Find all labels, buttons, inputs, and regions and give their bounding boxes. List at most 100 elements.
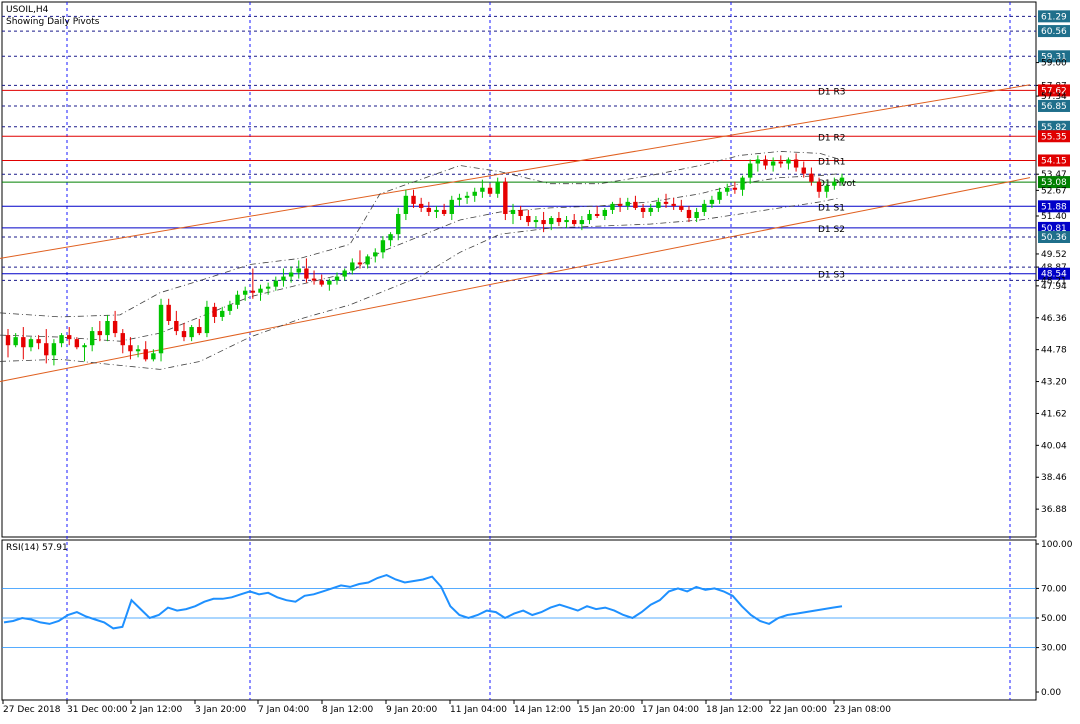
- candle-body-17: [135, 349, 141, 352]
- pivot-label-3: D1 Pivot: [818, 179, 856, 189]
- candle-body-75: [579, 220, 585, 225]
- candle-body-53: [411, 195, 416, 204]
- candle-body-31: [242, 290, 248, 295]
- price-tick-10: 54.15: [1038, 154, 1070, 167]
- candle-body-84: [648, 207, 653, 212]
- candle-body-19: [151, 353, 156, 360]
- candle-body-44: [342, 270, 347, 277]
- price-tick-label-10: 54.15: [1041, 156, 1067, 166]
- candle-body-28: [220, 310, 225, 317]
- price-tick-label-28: 38.46: [1041, 473, 1067, 483]
- candle-body-40: [311, 278, 317, 281]
- candle-body-63: [487, 187, 493, 194]
- price-tick-17: 50.36: [1038, 230, 1070, 243]
- candle-body-104: [801, 167, 806, 174]
- rsi-tick-label-2: 50.00: [1041, 614, 1067, 624]
- price-tick-label-25: 43.20: [1041, 378, 1067, 388]
- candle-body-25: [197, 327, 202, 334]
- channel-upper: [0, 84, 1031, 259]
- candle-body-16: [128, 345, 133, 352]
- candle-body-61: [472, 191, 477, 196]
- candle-body-86: [663, 201, 669, 204]
- chart-subtitle: Showing Daily Pivots: [6, 17, 100, 27]
- price-tick-3: 59.00: [1036, 59, 1067, 69]
- candle-body-15: [120, 333, 125, 346]
- price-tick-22: 47.94: [1036, 282, 1067, 292]
- price-axis: 61.2960.5659.3159.0057.8757.6257.3456.85…: [1036, 10, 1073, 698]
- candle-body-71: [549, 218, 554, 225]
- time-tick-label-8: 14 Jan 12:00: [514, 705, 571, 715]
- price-tick-2: 59.31: [1038, 50, 1070, 63]
- price-tick-16: 50.81: [1038, 221, 1070, 234]
- grid-lines: [66, 2, 1011, 700]
- pivot-label-5: D1 S2: [818, 225, 845, 235]
- candle-body-88: [679, 205, 684, 210]
- candle-body-64: [495, 181, 500, 194]
- candles: [5, 153, 845, 366]
- pivot-label-1: D1 R2: [818, 133, 846, 143]
- price-tick-label-14: 51.88: [1041, 202, 1067, 212]
- candle-body-83: [640, 207, 646, 212]
- candle-body-70: [541, 220, 546, 225]
- price-tick-label-9: 55.35: [1041, 132, 1067, 142]
- time-tick-label-7: 11 Jan 04:00: [450, 705, 507, 715]
- candle-body-32: [250, 290, 256, 293]
- candle-body-77: [594, 213, 600, 216]
- band-upper: [0, 150, 841, 318]
- price-tick-0: 61.29: [1038, 10, 1070, 23]
- candle-body-107: [824, 185, 829, 192]
- price-tick-label-11: 53.47: [1041, 170, 1067, 180]
- candle-body-22: [174, 320, 179, 332]
- candle-body-79: [610, 203, 615, 210]
- candle-body-94: [725, 187, 730, 192]
- candle-body-52: [403, 195, 409, 214]
- candle-body-60: [464, 195, 470, 198]
- candle-body-29: [227, 304, 233, 311]
- price-tick-label-16: 50.81: [1041, 224, 1067, 234]
- rsi-tick-label-4: 0.00: [1041, 688, 1061, 698]
- price-tick-18: 49.52: [1036, 250, 1067, 260]
- candle-body-7: [59, 335, 64, 344]
- candle-body-82: [633, 201, 638, 208]
- candle-body-4: [36, 339, 41, 344]
- price-tag-bg-14: [1038, 200, 1070, 213]
- candle-body-98: [755, 159, 761, 164]
- candle-body-68: [526, 216, 531, 223]
- candle-body-21: [166, 304, 171, 321]
- candle-body-74: [572, 220, 577, 225]
- time-tick-label-9: 15 Jan 20:00: [578, 705, 635, 715]
- price-tag-bg-12: [1038, 176, 1070, 189]
- price-tag-bg-10: [1038, 154, 1070, 167]
- price-tick-label-27: 40.04: [1041, 441, 1067, 451]
- price-tick-label-18: 49.52: [1041, 250, 1067, 260]
- price-tick-7: 56.85: [1038, 99, 1070, 112]
- candle-body-13: [105, 320, 110, 336]
- rsi-line: [3, 574, 843, 630]
- candle-body-0: [5, 335, 11, 346]
- time-tick-label-0: 27 Dec 2018: [3, 705, 61, 715]
- candle-body-10: [82, 345, 87, 348]
- price-tag-bg-1: [1038, 25, 1070, 38]
- candle-body-66: [510, 209, 516, 214]
- candle-body-108: [832, 181, 837, 186]
- price-tick-23: 46.36: [1036, 314, 1067, 324]
- price-tag-bg-20: [1038, 267, 1070, 280]
- candle-body-95: [732, 187, 738, 190]
- candle-body-102: [786, 159, 791, 164]
- time-tick-label-3: 3 Jan 20:00: [195, 705, 247, 715]
- candle-body-62: [480, 187, 485, 192]
- candle-body-54: [418, 203, 424, 208]
- candle-body-92: [709, 199, 715, 204]
- pivot-label-6: D1 S3: [818, 271, 845, 281]
- candle-body-58: [449, 199, 454, 214]
- time-tick-label-13: 23 Jan 08:00: [834, 705, 891, 715]
- rsi-panel-frame: [1, 539, 1037, 701]
- candle-body-72: [556, 218, 562, 223]
- rsi-tick-label-0: 100.00: [1041, 540, 1073, 550]
- candle-body-48: [373, 252, 378, 257]
- band-middle: [0, 173, 841, 342]
- candle-body-109: [839, 177, 845, 182]
- candle-body-89: [686, 209, 692, 219]
